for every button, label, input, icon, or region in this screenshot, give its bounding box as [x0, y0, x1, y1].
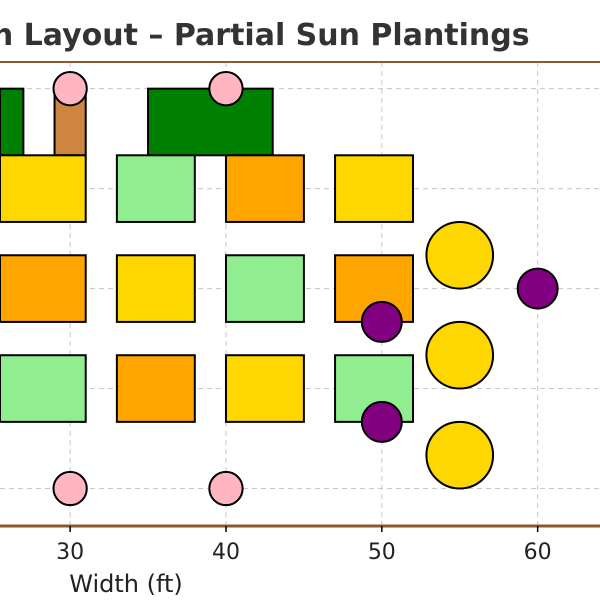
plant-marker-0: [52, 70, 88, 107]
plant-marker-5: [360, 400, 403, 443]
beds-layer: [0, 87, 414, 423]
garden-bed-4: [115, 154, 196, 223]
garden-bed-6: [334, 154, 414, 223]
plants-layer: [52, 70, 559, 507]
x-axis-ticks: 30 40 50 60: [56, 526, 552, 565]
garden-bed-12: [115, 354, 196, 423]
garden-bed-5: [224, 154, 305, 223]
garden-bed-9: [224, 254, 305, 323]
garden-bed-0: [0, 87, 25, 157]
plant-marker-3: [208, 470, 244, 507]
chart-title: Garden Layout – Partial Sun Plantings: [0, 18, 530, 53]
x-tick-label-1: 40: [212, 540, 240, 565]
garden-bed-13: [224, 354, 305, 423]
plant-marker-7: [425, 220, 495, 290]
x-tick-label-0: 30: [56, 540, 84, 565]
plant-marker-9: [425, 420, 495, 490]
plant-marker-8: [425, 320, 495, 390]
plant-marker-2: [52, 470, 88, 507]
garden-bed-3: [0, 154, 87, 223]
plant-marker-4: [360, 300, 403, 343]
garden-bed-11: [0, 354, 87, 423]
x-tick-label-3: 60: [524, 540, 552, 565]
x-axis-label: Width (ft): [69, 570, 183, 598]
garden-bed-2: [147, 87, 274, 157]
garden-bed-7: [0, 254, 87, 323]
x-tick-label-2: 50: [368, 540, 396, 565]
plot-frame: [0, 61, 600, 528]
plant-marker-6: [516, 267, 559, 310]
garden-bed-8: [115, 254, 196, 323]
plant-marker-1: [208, 70, 244, 107]
